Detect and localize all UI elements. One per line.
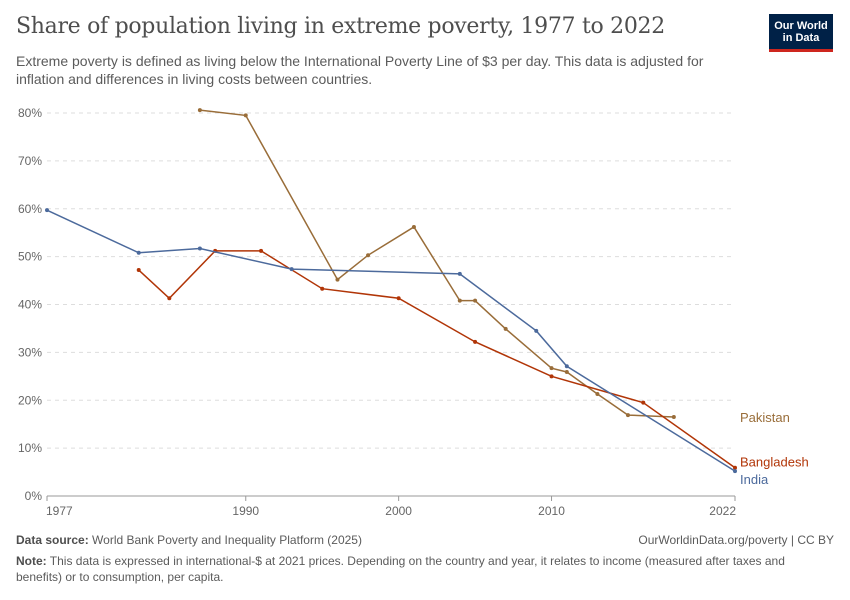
data-point-pakistan: [503, 326, 508, 331]
logo-line1: Our World: [774, 20, 828, 32]
y-tick-label: 60%: [18, 202, 42, 216]
data-point-pakistan: [457, 298, 462, 303]
data-point-pakistan: [335, 277, 340, 282]
data-source: Data source: World Bank Poverty and Ineq…: [16, 533, 362, 547]
y-tick-label: 10%: [18, 441, 42, 455]
chart-subtitle: Extreme poverty is defined as living bel…: [16, 53, 704, 87]
note-text: This data is expressed in international-…: [16, 554, 785, 584]
note: Note: This data is expressed in internat…: [16, 553, 816, 585]
data-point-india: [136, 250, 141, 255]
data-point-pakistan: [625, 413, 630, 418]
y-tick-label: 40%: [18, 298, 42, 312]
data-point-pakistan: [549, 366, 554, 371]
data-point-india: [197, 246, 202, 251]
x-tick-label: 1990: [232, 504, 259, 518]
data-point-bangladesh: [136, 268, 141, 273]
data-point-india: [733, 469, 737, 474]
x-tick-label: 2010: [538, 504, 565, 518]
series-label-pakistan: Pakistan: [740, 410, 790, 425]
data-point-pakistan: [197, 108, 202, 113]
data-point-pakistan: [411, 224, 416, 229]
chart-title: Share of population living in extreme po…: [16, 14, 665, 39]
series-line-pakistan: [199, 109, 674, 418]
data-point-bangladesh: [733, 465, 737, 470]
y-tick-label: 30%: [18, 345, 42, 359]
data-point-pakistan: [595, 392, 600, 397]
x-tick-label: 2000: [385, 504, 412, 518]
data-point-india: [45, 208, 49, 213]
data-point-bangladesh: [641, 400, 646, 405]
y-tick-label: 50%: [18, 250, 42, 264]
data-point-pakistan: [671, 415, 676, 420]
x-tick-label: 2022: [709, 504, 736, 518]
source-text: World Bank Poverty and Inequality Platfo…: [92, 533, 362, 547]
owid-logo[interactable]: Our World in Data: [769, 14, 833, 52]
data-point-india: [457, 271, 462, 276]
series-line-india: [46, 209, 736, 472]
source-url-link[interactable]: OurWorldinData.org/poverty | CC BY: [638, 533, 834, 547]
y-tick-label: 70%: [18, 154, 42, 168]
data-point-bangladesh: [473, 339, 478, 344]
data-point-india: [564, 364, 569, 369]
y-tick-label: 20%: [18, 393, 42, 407]
data-point-india: [289, 267, 294, 272]
y-tick-label: 0%: [25, 489, 43, 503]
data-point-pakistan: [564, 370, 569, 375]
data-point-bangladesh: [396, 296, 401, 301]
series-label-bangladesh: Bangladesh: [740, 455, 809, 470]
data-point-pakistan: [243, 113, 248, 118]
data-point-bangladesh: [167, 296, 172, 301]
data-point-india: [534, 328, 539, 333]
note-label: Note:: [16, 554, 47, 568]
x-tick-label: 1977: [46, 504, 73, 518]
data-point-bangladesh: [549, 374, 554, 379]
data-point-pakistan: [473, 298, 478, 303]
data-point-pakistan: [366, 253, 371, 258]
series-label-india: India: [740, 472, 769, 487]
series-line-bangladesh: [138, 250, 736, 469]
source-label: Data source:: [16, 533, 89, 547]
data-point-bangladesh: [320, 286, 325, 291]
y-tick-label: 80%: [18, 106, 42, 120]
logo-line2: in Data: [782, 32, 820, 44]
data-point-bangladesh: [259, 248, 264, 253]
